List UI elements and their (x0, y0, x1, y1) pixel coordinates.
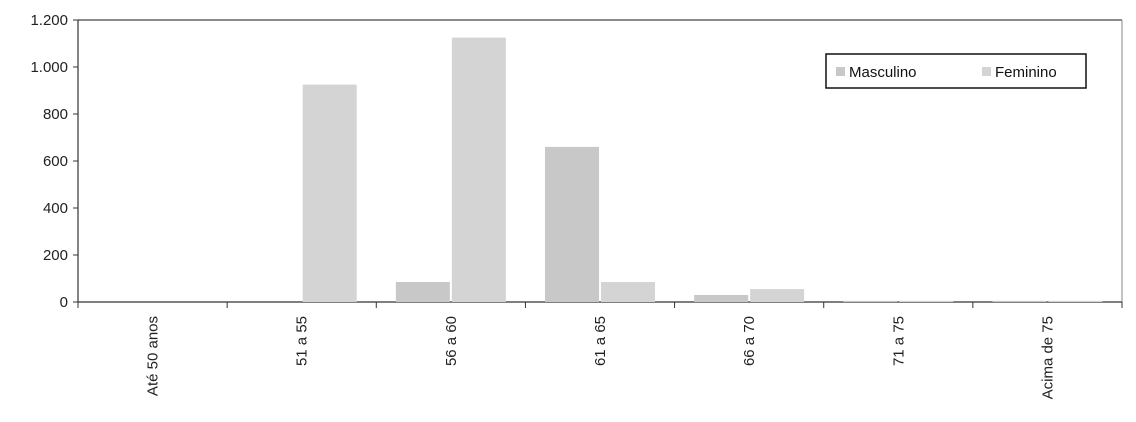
bar-masculino-5 (843, 300, 898, 302)
legend: Masculino Feminino (825, 53, 1087, 89)
bar-masculino-4 (694, 294, 749, 302)
bar-feminino-1 (302, 84, 357, 302)
bar-feminino-4 (750, 289, 805, 302)
plot-frame (78, 19, 1123, 302)
bar-feminino-3 (601, 282, 655, 302)
bar-masculino-6 (992, 300, 1047, 302)
legend-box (825, 53, 1087, 89)
bars (302, 37, 1103, 302)
x-category-label: 61 a 65 (592, 316, 609, 366)
legend-swatch-masculino (836, 67, 845, 76)
x-axis: Até 50 anos 51 a 55 56 a 60 61 a 65 66 a 70 7… (77, 301, 1123, 399)
x-category-label: 66 a 70 (741, 316, 758, 366)
bar-feminino-5 (899, 300, 954, 302)
legend-swatch-feminino (982, 67, 991, 76)
y-tick-label: 400 (43, 200, 68, 217)
x-category-label: Acima de 75 (1039, 316, 1056, 399)
y-tick-label: 800 (43, 106, 68, 123)
y-tick-label: 200 (43, 247, 68, 264)
x-category-label: Até 50 anos (145, 316, 162, 396)
legend-label-feminino: Feminino (995, 64, 1057, 81)
x-category-label: 56 a 60 (443, 316, 460, 366)
bar-feminino-2 (451, 37, 506, 302)
y-axis: 0 200 400 600 800 1.000 1.200 (30, 12, 79, 311)
y-tick-label: 0 (60, 294, 68, 311)
x-category-label: 71 a 75 (890, 316, 907, 366)
bar-masculino-2 (395, 282, 450, 302)
bar-masculino-3 (545, 146, 599, 302)
bar-feminino-6 (1048, 300, 1103, 302)
y-tick-label: 1.000 (30, 59, 68, 76)
x-category-label: 51 a 55 (294, 316, 311, 366)
legend-label-masculino: Masculino (849, 64, 917, 81)
y-tick-label: 1.200 (30, 12, 68, 29)
y-tick-label: 600 (43, 153, 68, 170)
